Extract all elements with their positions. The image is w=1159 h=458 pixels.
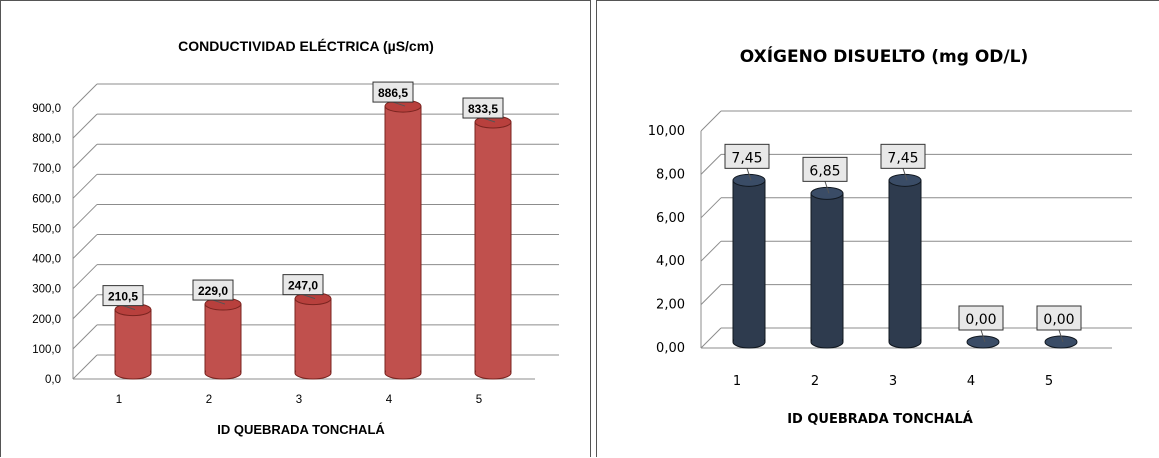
x-tick-label: 3 xyxy=(889,374,897,389)
x-axis-label: ID QUEBRADA TONCHALÁ xyxy=(217,422,385,437)
chart-title: OXÍGENO DISUELTO (mg OD/L) xyxy=(740,45,1028,67)
dissolved-oxygen-chart: OXÍGENO DISUELTO (mg OD/L) 0,00 2,00 4,00 6,… xyxy=(648,45,1132,427)
conductivity-chart: CONDUCTIVIDAD ELÉCTRICA (µS/cm) 0,0 100,0 2… xyxy=(32,38,559,437)
data-label-leader xyxy=(902,168,908,181)
data-label-box xyxy=(192,279,234,301)
data-label: 7,45 xyxy=(887,150,918,166)
y-tick-label: 700,0 xyxy=(32,163,61,175)
bar-fill xyxy=(734,180,764,342)
gridline-diagonal xyxy=(72,324,98,350)
x-tick-label: 5 xyxy=(1045,374,1053,389)
data-label-box xyxy=(880,143,926,169)
bar-fill xyxy=(116,309,150,373)
x-tick-label: 5 xyxy=(476,394,482,406)
data-label: 886,5 xyxy=(378,86,408,100)
gridline-diagonal xyxy=(72,264,98,290)
data-label-box xyxy=(1036,305,1082,331)
x-tick-label: 1 xyxy=(733,374,741,389)
y-tick-label: 500,0 xyxy=(32,223,61,235)
y-tick-label: 8,00 xyxy=(656,167,685,182)
y-tick-label: 100,0 xyxy=(32,344,61,356)
data-label: 833,5 xyxy=(468,102,498,116)
y-tick-label: 10,00 xyxy=(648,124,685,139)
gridline-diagonal xyxy=(700,110,722,132)
bar-fill xyxy=(296,298,330,373)
x-tick-label: 4 xyxy=(967,374,975,389)
data-label-leader xyxy=(482,117,496,123)
data-label-leader xyxy=(392,101,406,107)
data-label: 6,85 xyxy=(809,163,840,179)
x-tick-label: 1 xyxy=(116,394,122,406)
gridline-diagonal xyxy=(72,113,98,139)
data-label: 0,00 xyxy=(965,312,996,328)
gridline-diagonal xyxy=(700,154,722,175)
chart-title: CONDUCTIVIDAD ELÉCTRICA (µS/cm) xyxy=(178,38,434,54)
bar-fill xyxy=(386,106,420,373)
x-axis-label: ID QUEBRADA TONCHALÁ xyxy=(787,411,973,427)
data-label: 247,0 xyxy=(288,279,318,293)
dissolved-oxygen-chart-panel: OXÍGENO DISUELTO (mg OD/L) 0,00 2,00 4,00 6,… xyxy=(596,0,1159,457)
panel-divider xyxy=(591,0,596,457)
y-tick-label: 0,0 xyxy=(45,374,61,386)
gridline-diagonal xyxy=(72,173,98,199)
gridline-diagonal xyxy=(72,83,98,109)
bar-top xyxy=(732,173,766,187)
data-label-box xyxy=(958,305,1004,331)
y-tick-label: 6,00 xyxy=(656,211,685,226)
bar-top xyxy=(1044,335,1078,349)
gridline-diagonal xyxy=(700,240,722,262)
conductivity-chart-panel: CONDUCTIVIDAD ELÉCTRICA (µS/cm) 0,0 100,0 2… xyxy=(0,0,591,457)
data-label-box xyxy=(372,81,414,103)
data-label: 210,5 xyxy=(108,290,138,304)
data-label: 7,45 xyxy=(731,150,762,166)
y-tick-label: 800,0 xyxy=(32,133,61,145)
y-tick-label: 900,0 xyxy=(32,103,61,115)
data-label-leader xyxy=(980,329,986,343)
bar-fill xyxy=(206,304,240,373)
y-tick-label: 4,00 xyxy=(656,254,685,269)
gridline-diagonal xyxy=(72,234,98,259)
data-label-leader xyxy=(1058,329,1064,343)
gridline-diagonal xyxy=(72,294,98,320)
data-label-box xyxy=(462,97,504,119)
data-label-leader xyxy=(212,299,226,305)
gridline-diagonal xyxy=(72,204,98,229)
y-tick-label: 2,00 xyxy=(656,298,685,313)
data-label: 229,0 xyxy=(198,284,228,298)
y-tick-label: 200,0 xyxy=(32,314,61,326)
bar-top xyxy=(810,186,844,200)
data-label-box xyxy=(724,143,770,169)
data-label-leader xyxy=(746,168,752,181)
gridline-diagonal xyxy=(700,197,722,219)
y-tick-label: 600,0 xyxy=(32,193,61,205)
gridline-diagonal xyxy=(72,143,98,169)
data-label-box xyxy=(282,274,324,296)
y-tick-label: 300,0 xyxy=(32,284,61,296)
x-tick-label: 2 xyxy=(206,394,212,406)
x-tick-label: 3 xyxy=(296,394,302,406)
gridline-diagonal xyxy=(700,284,722,305)
bar-fill xyxy=(476,122,510,373)
bar-fill xyxy=(812,193,842,342)
data-label-box xyxy=(102,285,144,307)
bar-top xyxy=(888,173,922,187)
x-tick-label: 2 xyxy=(811,374,819,389)
y-tick-label: 0,00 xyxy=(656,341,685,356)
gridline-diagonal xyxy=(700,327,722,349)
data-label-leader xyxy=(302,294,316,300)
y-tick-label: 400,0 xyxy=(32,254,61,266)
x-tick-label: 4 xyxy=(386,394,393,406)
gridline-diagonal xyxy=(72,354,98,380)
data-label-box xyxy=(802,156,848,182)
data-label: 0,00 xyxy=(1043,312,1074,328)
data-label-leader xyxy=(122,305,136,311)
bar-top xyxy=(966,335,1000,349)
bar-fill xyxy=(890,180,920,342)
data-label-leader xyxy=(824,181,830,194)
